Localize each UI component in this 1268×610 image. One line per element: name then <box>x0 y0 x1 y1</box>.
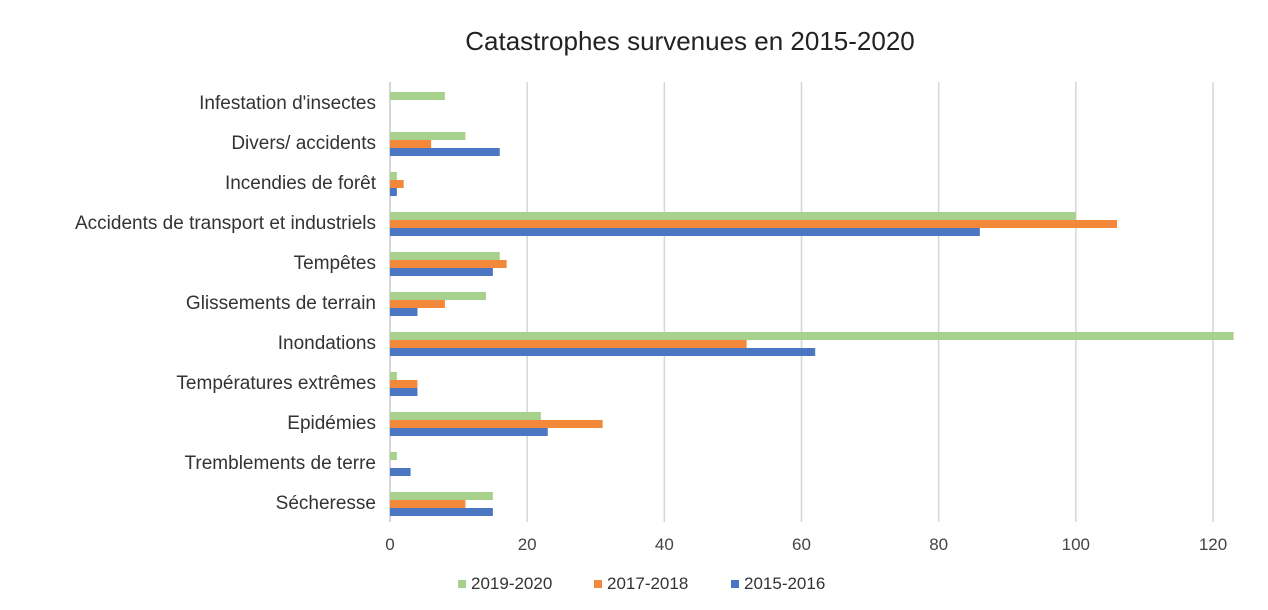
bar <box>390 268 493 276</box>
bar <box>390 148 500 156</box>
bar <box>390 500 466 508</box>
bar <box>390 220 1117 228</box>
category-label: Tremblements de terre <box>185 453 376 474</box>
bar <box>390 412 541 420</box>
bar <box>390 388 418 396</box>
category-label: Inondations <box>278 333 376 354</box>
bar <box>390 140 432 148</box>
bar <box>390 452 397 460</box>
category-label: Incendies de forêt <box>225 173 377 194</box>
bar <box>390 308 418 316</box>
legend-swatch <box>731 580 739 588</box>
x-tick-label: 60 <box>792 535 811 554</box>
category-label: Accidents de transport et industriels <box>75 213 376 234</box>
bar <box>390 188 397 196</box>
bar <box>390 380 418 388</box>
category-label: Epidémies <box>287 413 376 434</box>
category-label: Divers/ accidents <box>231 133 376 154</box>
legend-label: 2017-2018 <box>607 574 688 593</box>
bar <box>390 340 747 348</box>
x-tick-label: 120 <box>1199 535 1227 554</box>
bars <box>390 92 1234 516</box>
legend-swatch <box>594 580 602 588</box>
bar <box>390 92 445 100</box>
chart-title: Catastrophes survenues en 2015-2020 <box>465 26 915 56</box>
gridlines <box>389 82 1214 522</box>
legend-swatch <box>458 580 466 588</box>
bar <box>390 300 445 308</box>
legend-label: 2019-2020 <box>471 574 552 593</box>
category-label: Sécheresse <box>276 493 376 514</box>
bar <box>390 492 493 500</box>
x-tick-label: 20 <box>518 535 537 554</box>
bar <box>390 172 397 180</box>
bar <box>390 468 411 476</box>
category-label: Tempêtes <box>294 253 376 274</box>
bar <box>390 252 500 260</box>
bar <box>390 132 466 140</box>
x-tick-label: 80 <box>929 535 948 554</box>
bar <box>390 292 487 300</box>
x-tick-label: 0 <box>385 535 394 554</box>
legend-label: 2015-2016 <box>744 574 825 593</box>
category-label: Températures extrêmes <box>176 373 376 394</box>
category-labels: Infestation d'insectes Divers/ accidents I… <box>75 93 377 514</box>
bar <box>390 332 1234 340</box>
bar <box>390 420 603 428</box>
x-tick-label: 40 <box>655 535 674 554</box>
bar <box>390 428 548 436</box>
bar <box>390 508 493 516</box>
category-label: Glissements de terrain <box>186 293 376 314</box>
bar <box>390 372 397 380</box>
x-tick-labels: 0 20 40 60 80 100 120 <box>385 535 1227 554</box>
legend: 2019-2020 2017-2018 2015-2016 <box>458 574 825 593</box>
bar <box>390 180 404 188</box>
bar <box>390 260 507 268</box>
bar <box>390 348 816 356</box>
bar <box>390 212 1076 220</box>
x-tick-label: 100 <box>1062 535 1090 554</box>
bar <box>390 228 980 236</box>
category-label: Infestation d'insectes <box>199 93 376 114</box>
